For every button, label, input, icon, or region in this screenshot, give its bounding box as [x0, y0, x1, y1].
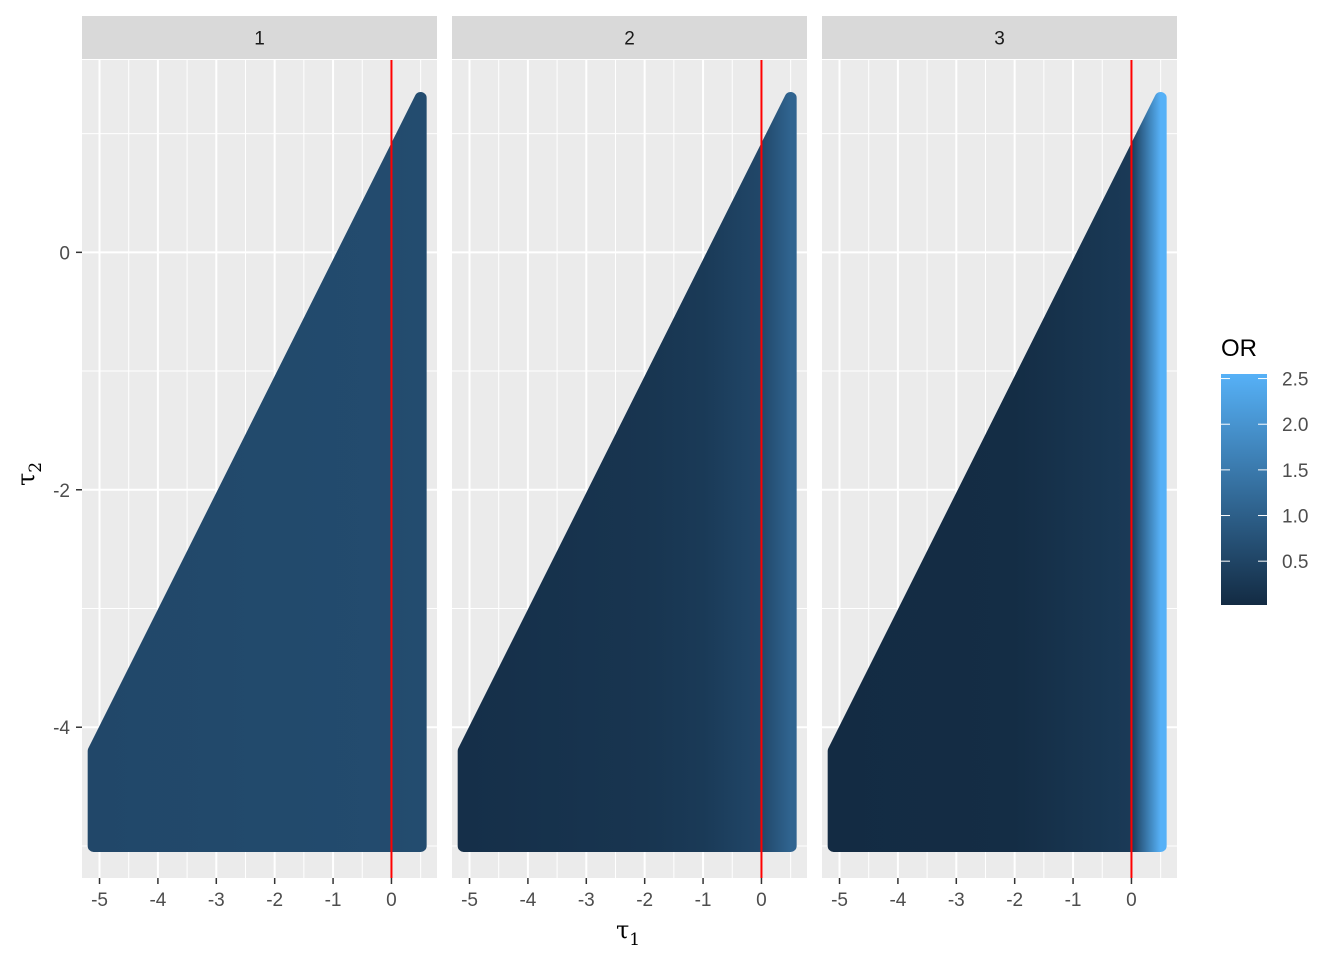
legend-tick-label: 1.5 — [1282, 461, 1308, 482]
x-tick-label: -1 — [1065, 890, 1082, 911]
or-surface — [457, 91, 797, 852]
facet-strip-label: 3 — [994, 29, 1005, 50]
x-tick-label: -5 — [91, 890, 108, 911]
facet-panel-3: 3 -5 -4 -3 -2 -1 0 — [822, 16, 1177, 911]
x-axis: -5 -4 -3 -2 -1 0 — [91, 878, 397, 911]
x-tick-label: -1 — [325, 890, 342, 911]
x-tick-label: -4 — [889, 890, 906, 911]
facet-strip-label: 1 — [254, 29, 265, 50]
facet-strip — [82, 16, 437, 59]
x-tick-label: -5 — [831, 890, 848, 911]
y-tick-label: -4 — [53, 718, 70, 739]
x-tick-label: -3 — [578, 890, 595, 911]
x-tick-label: -3 — [948, 890, 965, 911]
y-tick-label: 0 — [59, 243, 70, 264]
facet-panel-2: 2 -5 -4 -3 -2 -1 0 — [452, 16, 807, 911]
y-tick-label: -2 — [53, 481, 70, 502]
x-axis: -5 -4 -3 -2 -1 0 — [831, 878, 1137, 911]
x-tick-label: -4 — [149, 890, 166, 911]
y-axis: 0 -2 -4 — [53, 243, 82, 739]
facet-panel-1: 1 -5 -4 -3 -2 -1 0 — [82, 16, 437, 911]
facet-strip-label: 2 — [624, 29, 635, 50]
legend-tick-label: 2.5 — [1282, 370, 1308, 391]
legend-tick-label: 2.0 — [1282, 415, 1308, 436]
x-tick-label: 0 — [386, 890, 397, 911]
legend-colorbar — [1221, 374, 1267, 605]
legend: OR 0.5 1.0 1.5 2.0 2.5 — [1221, 335, 1308, 605]
facet-strip — [822, 16, 1177, 59]
x-tick-label: -5 — [461, 890, 478, 911]
x-tick-label: -2 — [266, 890, 283, 911]
x-tick-label: 0 — [1126, 890, 1137, 911]
y-axis-label: τ2 — [12, 462, 46, 486]
legend-title: OR — [1221, 335, 1257, 362]
x-axis: -5 -4 -3 -2 -1 0 — [461, 878, 767, 911]
x-tick-label: -2 — [636, 890, 653, 911]
facet-panels: 1 -5 -4 -3 -2 -1 0 2 -5 -4 -3 -2 -1 0 3 -5 -4 -3 -2 -1 0 — [82, 16, 1177, 911]
x-axis-title: τ1 — [616, 916, 640, 950]
x-axis-label: τ1 — [616, 916, 640, 950]
legend-tick-label: 1.0 — [1282, 507, 1308, 528]
x-tick-label: -4 — [519, 890, 536, 911]
legend-tick-label: 0.5 — [1282, 552, 1308, 573]
facet-strip — [452, 16, 807, 59]
x-tick-label: -2 — [1006, 890, 1023, 911]
y-axis-title: τ2 — [12, 462, 46, 486]
x-tick-label: -3 — [208, 890, 225, 911]
x-tick-label: -1 — [695, 890, 712, 911]
or-surface — [827, 91, 1167, 852]
x-tick-label: 0 — [756, 890, 767, 911]
or-surface — [87, 91, 427, 852]
